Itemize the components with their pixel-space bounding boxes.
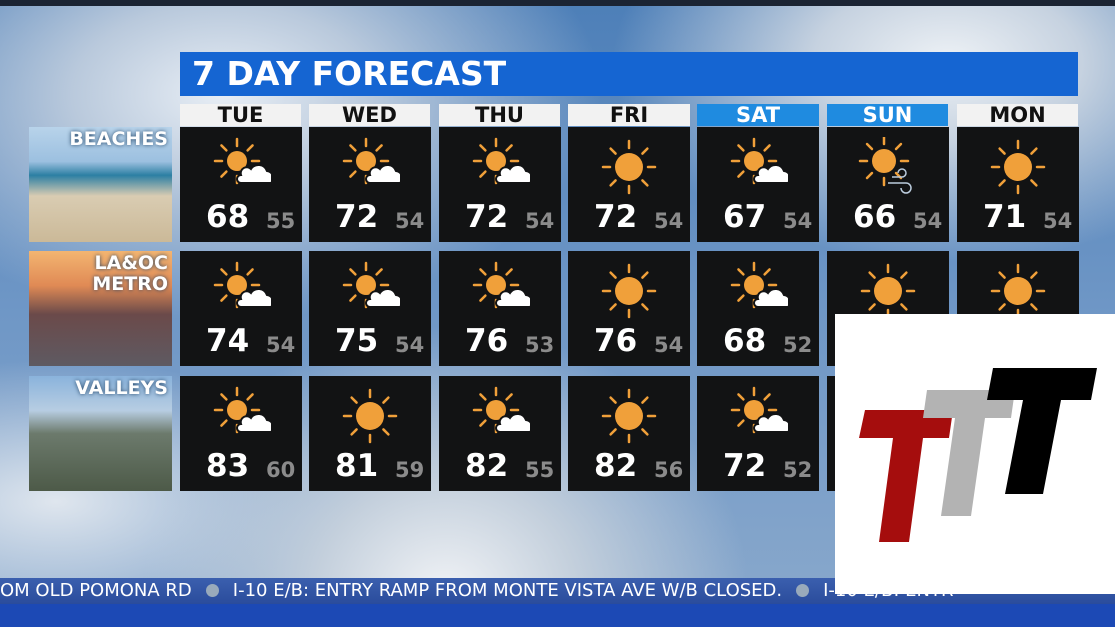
low-temp: 55 (525, 458, 555, 482)
low-temp: 54 (525, 209, 555, 233)
region-image-0: BEACHES (29, 127, 172, 242)
low-temp: 53 (525, 333, 555, 357)
low-temp: 55 (266, 209, 296, 233)
low-temp: 54 (266, 333, 296, 357)
forecast-cell: 66 54 (827, 127, 949, 242)
low-temp: 54 (783, 209, 813, 233)
forecast-cell: 76 53 (439, 251, 561, 366)
high-temp: 83 (206, 448, 250, 484)
high-temp: 76 (594, 323, 638, 359)
low-temp: 52 (783, 333, 813, 357)
forecast-cell: 75 54 (309, 251, 431, 366)
high-temp: 68 (206, 199, 250, 235)
forecast-cell: 72 54 (309, 127, 431, 242)
low-temp: 54 (654, 333, 684, 357)
forecast-cell: 68 52 (697, 251, 819, 366)
partly-cloudy-icon (730, 137, 788, 185)
sunny-icon (601, 388, 657, 444)
forecast-cell: 71 54 (957, 127, 1079, 242)
high-temp: 72 (465, 199, 509, 235)
forecast-cell: 81 59 (309, 376, 431, 491)
high-temp: 76 (465, 323, 509, 359)
high-temp: 75 (335, 323, 379, 359)
low-temp: 54 (395, 209, 425, 233)
partly-cloudy-icon (472, 137, 530, 185)
bottom-bar (0, 604, 1115, 627)
high-temp: 71 (983, 199, 1027, 235)
sunny-icon (990, 139, 1046, 195)
high-temp: 74 (206, 323, 250, 359)
day-header-wed: WED (309, 104, 430, 127)
high-temp: 72 (335, 199, 379, 235)
day-header-tue: TUE (180, 104, 301, 127)
low-temp: 54 (913, 209, 943, 233)
forecast-cell: 72 54 (568, 127, 690, 242)
logo-t-gray (923, 390, 1015, 516)
day-header-sun: SUN (827, 104, 948, 127)
high-temp: 81 (335, 448, 379, 484)
high-temp: 72 (723, 448, 767, 484)
forecast-cell: 83 60 (180, 376, 302, 491)
sunny-icon (601, 139, 657, 195)
top-border (0, 0, 1115, 6)
region-image-2: VALLEYS (29, 376, 172, 491)
partly-cloudy-icon (342, 137, 400, 185)
partly-cloudy-icon (213, 261, 271, 309)
low-temp: 59 (395, 458, 425, 482)
forecast-cell: 82 56 (568, 376, 690, 491)
partly-cloudy-icon (472, 386, 530, 434)
day-header-fri: FRI (568, 104, 690, 127)
logo-t-red (859, 410, 953, 542)
day-header-sat: SAT (697, 104, 819, 127)
cbs-eye-icon (205, 584, 219, 597)
partly-cloudy-icon (730, 261, 788, 309)
logo-t-black (987, 368, 1097, 494)
sunny-icon (342, 388, 398, 444)
partly-cloudy-icon (213, 386, 271, 434)
low-temp: 54 (654, 209, 684, 233)
forecast-title: 7 DAY FORECAST (180, 52, 1078, 96)
partly-cloudy-icon (342, 261, 400, 309)
low-temp: 54 (1043, 209, 1073, 233)
low-temp: 52 (783, 458, 813, 482)
region-label: LA&OC METRO (92, 252, 168, 295)
cbs-eye-icon (796, 584, 810, 597)
forecast-cell: 74 54 (180, 251, 302, 366)
ttt-logo-watermark (835, 314, 1115, 594)
forecast-cell: 67 54 (697, 127, 819, 242)
day-header-thu: THU (439, 104, 560, 127)
sunny-icon (990, 263, 1046, 319)
sunny-icon (601, 263, 657, 319)
forecast-cell: 72 54 (439, 127, 561, 242)
forecast-cell: 82 55 (439, 376, 561, 491)
region-label: BEACHES (69, 128, 168, 150)
low-temp: 60 (266, 458, 296, 482)
ticker-item: OM OLD POMONA RD (0, 580, 192, 601)
forecast-cell: 76 54 (568, 251, 690, 366)
high-temp: 66 (853, 199, 897, 235)
high-temp: 72 (594, 199, 638, 235)
low-temp: 56 (654, 458, 684, 482)
high-temp: 82 (465, 448, 509, 484)
forecast-cell: 72 52 (697, 376, 819, 491)
partly-cloudy-icon (213, 137, 271, 185)
region-image-1: LA&OC METRO (29, 251, 172, 366)
high-temp: 68 (723, 323, 767, 359)
sunny-icon (860, 263, 916, 319)
region-label: VALLEYS (75, 377, 168, 399)
high-temp: 82 (594, 448, 638, 484)
sunny-windy-icon (858, 137, 912, 194)
partly-cloudy-icon (472, 261, 530, 309)
high-temp: 67 (723, 199, 767, 235)
day-header-mon: MON (957, 104, 1078, 127)
forecast-cell: 68 55 (180, 127, 302, 242)
partly-cloudy-icon (730, 386, 788, 434)
low-temp: 54 (395, 333, 425, 357)
ticker-item: I-10 E/B: ENTRY RAMP FROM MONTE VISTA AV… (232, 580, 783, 601)
